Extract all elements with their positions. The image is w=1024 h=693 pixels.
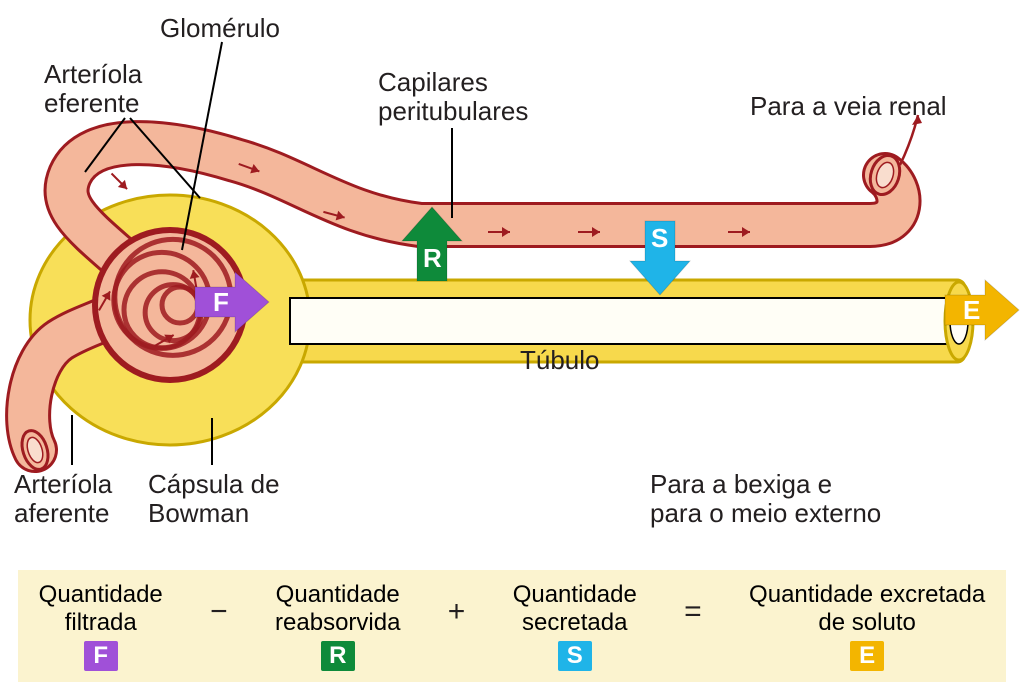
label-arteriola-aferente: Arteríola aferente: [14, 470, 112, 527]
equation-term-line2: secretada: [522, 609, 627, 637]
equation-badge-R: R: [321, 641, 355, 671]
label-capilares: Capilares peritubulares: [378, 68, 528, 125]
equation-operator: =: [678, 595, 708, 629]
label-bexiga: Para a bexiga e para o meio externo: [650, 470, 881, 527]
label-capsula-bowman: Cápsula de Bowman: [148, 470, 280, 527]
equation-term-line2: de soluto: [818, 609, 915, 637]
equation-term-line2: reabsorvida: [275, 609, 400, 637]
label-glomerulo: Glomérulo: [160, 14, 280, 43]
equation-term-F: Quantidadefiltrada F: [39, 581, 163, 671]
equation-term-line1: Quantidade excretada: [749, 581, 985, 609]
arrow-F: F: [185, 257, 275, 347]
equation-term-line1: Quantidade: [513, 581, 637, 609]
arrow-E: E: [935, 265, 1024, 355]
svg-text:R: R: [423, 243, 442, 273]
equation-badge-F: F: [84, 641, 118, 671]
equation-panel: QuantidadefiltradaF−Quantidadereabsorvid…: [18, 570, 1006, 682]
equation-term-line1: Quantidade: [276, 581, 400, 609]
equation-term-E: Quantidade excretadade soluto E: [749, 581, 985, 671]
equation-term-line2: filtrada: [65, 609, 137, 637]
equation-term-S: Quantidadesecretada S: [513, 581, 637, 671]
equation-operator: +: [442, 595, 472, 629]
svg-text:E: E: [963, 295, 980, 325]
nephron-diagram: Glomérulo Arteríola eferente Capilares p…: [0, 0, 1024, 693]
equation-term-R: Quantidadereabsorvida R: [275, 581, 400, 671]
equation-badge-S: S: [558, 641, 592, 671]
svg-text:F: F: [213, 287, 229, 317]
arrow-R: R: [387, 201, 477, 291]
equation-operator: −: [204, 595, 234, 629]
arrow-S: S: [615, 211, 705, 301]
label-tubulo: Túbulo: [520, 346, 600, 375]
svg-text:S: S: [651, 223, 668, 253]
equation-term-line1: Quantidade: [39, 581, 163, 609]
label-veia-renal: Para a veia renal: [750, 92, 947, 121]
equation-badge-E: E: [850, 641, 884, 671]
label-arteriola-eferente: Arteríola eferente: [44, 60, 142, 117]
